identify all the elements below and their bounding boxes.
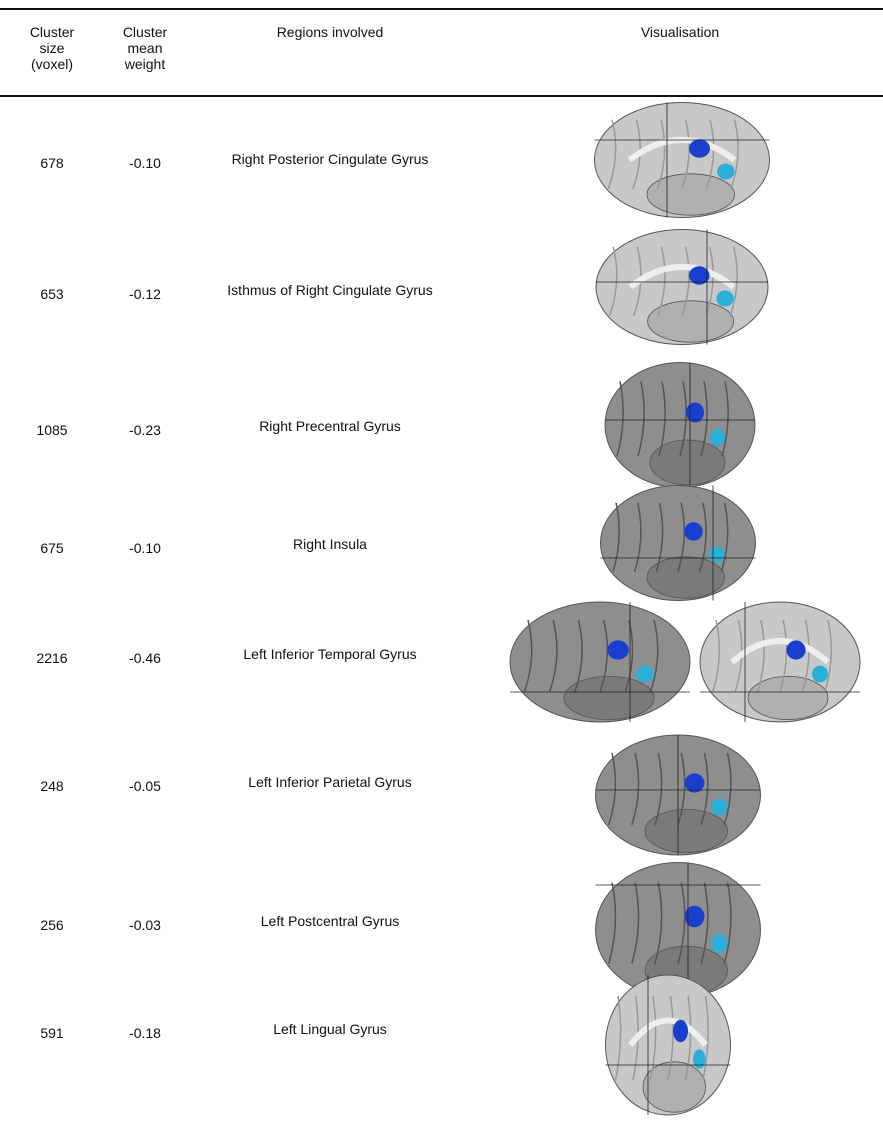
region-name: Left Lingual Gyrus <box>273 1021 387 1037</box>
cluster-weight: -0.23 <box>129 422 161 438</box>
region-name: Right Precentral Gyrus <box>259 418 401 434</box>
column-header: Cluster <box>122 24 168 40</box>
cluster-weight: -0.18 <box>129 1025 161 1041</box>
brain-image <box>699 601 861 723</box>
cluster-size: 2216 <box>36 650 68 666</box>
column-header: weight <box>124 56 166 72</box>
brain-image <box>595 229 769 345</box>
cluster-weight: -0.10 <box>129 155 161 171</box>
cluster-size: 248 <box>40 778 64 794</box>
column-header: Regions involved <box>276 24 384 40</box>
column-header: Visualisation <box>640 24 720 40</box>
cluster-size: 678 <box>40 155 64 171</box>
column-header: (voxel) <box>30 56 74 72</box>
top-rule <box>0 8 883 10</box>
cluster-weight: -0.46 <box>129 650 161 666</box>
column-header: mean <box>127 40 163 56</box>
cluster-weight: -0.12 <box>129 286 161 302</box>
cluster-size: 1085 <box>36 422 68 438</box>
cluster-size: 591 <box>40 1025 64 1041</box>
region-name: Left Inferior Parietal Gyrus <box>248 774 412 790</box>
brain-image <box>600 485 756 601</box>
column-header: Cluster <box>29 24 75 40</box>
column-header: size <box>39 40 65 56</box>
cluster-weight: -0.10 <box>129 540 161 556</box>
region-name: Right Insula <box>293 536 367 552</box>
region-name: Left Inferior Temporal Gyrus <box>243 646 417 662</box>
brain-image <box>604 362 756 488</box>
cluster-size: 653 <box>40 286 64 302</box>
cluster-weight: -0.03 <box>129 917 161 933</box>
region-name: Right Posterior Cingulate Gyrus <box>231 151 429 167</box>
cluster-size: 675 <box>40 540 64 556</box>
region-name: Left Postcentral Gyrus <box>260 913 400 929</box>
header-rule <box>0 95 883 97</box>
brain-image <box>509 601 691 723</box>
cluster-weight: -0.05 <box>129 778 161 794</box>
region-name: Isthmus of Right Cingulate Gyrus <box>227 282 433 298</box>
brain-image <box>595 734 761 856</box>
brain-image <box>594 102 770 218</box>
cluster-size: 256 <box>40 917 64 933</box>
brain-image <box>605 974 731 1116</box>
